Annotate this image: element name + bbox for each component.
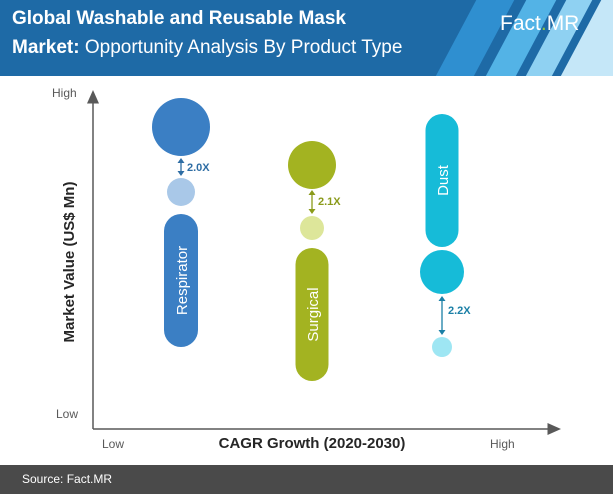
dust-future-bubble xyxy=(432,337,452,357)
dust-arrow-head-up xyxy=(438,296,446,301)
respirator-label-pill xyxy=(164,214,198,347)
source-text: Source: Fact.MR xyxy=(22,472,113,486)
chart-title: Global Washable and Reusable Mask xyxy=(12,8,347,29)
subtitle-market-label: Market: xyxy=(12,37,80,58)
bubble-chart: High Low Low High CAGR Growth (2020-2030… xyxy=(52,86,561,452)
source-footer: Source: Fact.MR xyxy=(0,465,613,494)
respirator-multiplier-label: 2.0X xyxy=(187,162,210,174)
x-tick-high: High xyxy=(490,437,515,451)
surgical-arrow-head-down xyxy=(308,209,316,214)
respirator-arrow-head-down xyxy=(177,171,185,176)
x-axis-label: CAGR Growth (2020-2030) xyxy=(219,435,406,452)
surgical-multiplier-label: 2.1X xyxy=(318,196,341,208)
surgical-product-label: Surgical xyxy=(305,287,322,341)
respirator-arrow-head-up xyxy=(177,158,185,163)
dust-arrow-head-down xyxy=(438,330,446,335)
y-tick-high: High xyxy=(52,86,77,100)
dust-product-label: Dust xyxy=(435,164,452,196)
y-tick-low: Low xyxy=(56,407,78,421)
surgical-future-bubble xyxy=(300,216,324,240)
logo-dot: . xyxy=(540,12,547,35)
bubble-groups: 2.0X Respirator 2.1X Surgical 2.2X Dust xyxy=(152,98,471,381)
surgical-current-bubble xyxy=(288,141,336,189)
y-axis-label: Market Value (US$ Mn) xyxy=(61,182,78,343)
respirator-product-label: Respirator xyxy=(174,246,191,315)
factmr-logo: Fact.MR xyxy=(500,12,579,36)
dust-multiplier-label: 2.2X xyxy=(448,305,471,317)
chart-subtitle: Market: Opportunity Analysis By Product … xyxy=(12,37,402,59)
surgical-arrow-head-up xyxy=(308,190,316,195)
dust-label-pill xyxy=(425,114,459,247)
logo-main: Fact xyxy=(500,12,541,35)
dust-group: 2.2X Dust xyxy=(420,114,471,357)
header-banner: Global Washable and Reusable Mask Market… xyxy=(0,0,613,76)
surgical-label-pill xyxy=(295,248,329,381)
logo-suffix: MR xyxy=(546,12,580,35)
surgical-group: 2.1X Surgical xyxy=(288,141,341,381)
respirator-group: 2.0X Respirator xyxy=(152,98,210,347)
x-tick-low: Low xyxy=(102,437,124,451)
subtitle-text: Opportunity Analysis By Product Type xyxy=(79,37,403,58)
dust-current-bubble xyxy=(420,250,464,294)
respirator-future-bubble xyxy=(167,178,195,206)
respirator-current-bubble xyxy=(152,98,210,156)
